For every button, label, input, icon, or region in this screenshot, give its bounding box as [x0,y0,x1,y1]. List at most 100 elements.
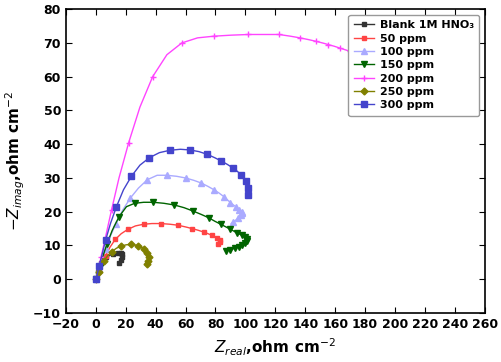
100 ppm [238,212,244,216]
150 ppm [240,234,246,239]
50 ppm [149,222,155,226]
150 ppm [227,227,233,231]
50 ppm [125,227,131,231]
50 ppm [112,237,118,241]
150 ppm [225,248,231,252]
250 ppm [143,262,149,266]
250 ppm [105,253,111,258]
50 ppm [208,233,214,237]
200 ppm [95,269,101,273]
100 ppm [99,258,105,263]
200 ppm [408,78,414,82]
150 ppm [233,245,239,250]
100 ppm [239,210,245,215]
200 ppm [319,41,325,45]
150 ppm [99,255,105,260]
150 ppm [116,215,122,219]
Line: 300 ppm: 300 ppm [93,147,250,281]
200 ppm [149,75,155,79]
100 ppm [230,220,236,224]
100 ppm [119,208,125,212]
100 ppm [234,206,240,211]
50 ppm [140,222,146,226]
250 ppm [118,244,124,248]
100 ppm [216,191,222,195]
150 ppm [109,228,115,232]
Blank 1M HNO₃ [117,260,123,264]
100 ppm [238,210,244,214]
100 ppm [234,216,240,221]
250 ppm [96,270,102,274]
250 ppm [93,277,99,281]
200 ppm [379,61,385,66]
50 ppm [216,240,222,244]
200 ppm [362,54,368,59]
200 ppm [116,176,122,180]
250 ppm [135,244,141,248]
100 ppm [239,211,245,216]
50 ppm [200,230,206,234]
300 ppm [244,193,250,197]
200 ppm [245,32,251,37]
250 ppm [101,258,107,263]
250 ppm [113,246,119,251]
200 ppm [98,255,104,260]
200 ppm [414,81,420,86]
Line: 250 ppm: 250 ppm [94,242,151,281]
200 ppm [449,92,455,96]
50 ppm [93,277,99,281]
200 ppm [444,91,450,96]
100 ppm [94,273,100,277]
50 ppm [213,243,219,247]
150 ppm [181,206,187,210]
300 ppm [107,222,113,226]
300 ppm [243,196,249,201]
150 ppm [160,201,166,206]
150 ppm [140,200,146,205]
50 ppm [204,232,210,236]
300 ppm [244,182,250,187]
50 ppm [213,236,219,240]
Blank 1M HNO₃ [96,265,102,270]
300 ppm [137,163,143,167]
150 ppm [241,235,247,240]
300 ppm [245,189,251,194]
150 ppm [96,265,102,270]
150 ppm [104,241,110,246]
200 ppm [341,47,347,52]
150 ppm [123,205,129,209]
250 ppm [127,242,133,247]
250 ppm [98,264,104,269]
150 ppm [211,219,217,223]
200 ppm [325,42,331,47]
50 ppm [216,241,222,245]
50 ppm [157,222,163,226]
300 ppm [229,166,235,170]
100 ppm [107,235,113,239]
Blank 1M HNO₃ [106,253,112,258]
200 ppm [163,52,169,57]
100 ppm [182,176,188,180]
300 ppm [242,179,248,184]
100 ppm [163,173,169,177]
250 ppm [138,245,144,249]
200 ppm [384,64,390,69]
300 ppm [94,272,100,276]
200 ppm [93,277,99,281]
300 ppm [156,151,162,155]
150 ppm [217,222,223,226]
100 ppm [127,196,133,201]
Blank 1M HNO₃ [98,261,104,265]
200 ppm [336,46,342,50]
X-axis label: $Z_{real}$,ohm cm$^{-2}$: $Z_{real}$,ohm cm$^{-2}$ [214,336,336,358]
300 ppm [120,188,126,192]
250 ppm [145,258,151,263]
100 ppm [144,177,150,182]
250 ppm [143,248,149,253]
200 ppm [228,33,234,37]
100 ppm [236,207,242,212]
300 ppm [96,264,102,269]
250 ppm [141,247,147,251]
150 ppm [205,216,211,220]
200 ppm [210,34,216,38]
